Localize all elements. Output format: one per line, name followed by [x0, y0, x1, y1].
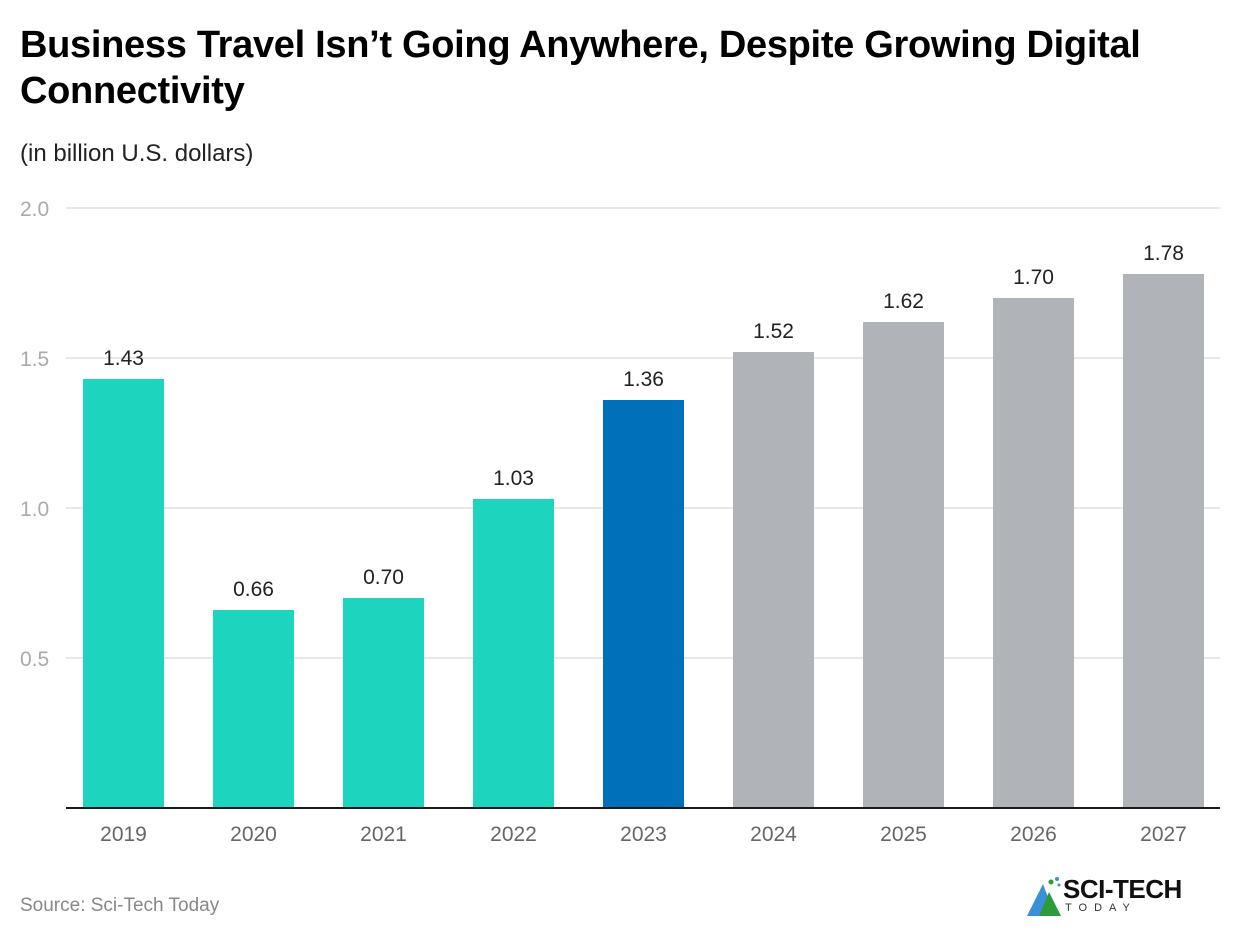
chart-subtitle: (in billion U.S. dollars): [20, 140, 254, 167]
logo-mark-icon: [1027, 877, 1061, 916]
data-label: 1.78: [1143, 242, 1184, 265]
data-label: 1.52: [753, 320, 794, 343]
data-label: 1.36: [623, 368, 664, 391]
x-tick-label: 2022: [490, 823, 537, 846]
x-tick-label: 2020: [230, 823, 277, 846]
y-tick-label: 2.0: [20, 198, 49, 221]
x-tick-label: 2019: [100, 823, 147, 846]
bar-2024: [733, 352, 814, 808]
logo-name: SCI-TECH: [1063, 874, 1182, 904]
logo-subtext: TODAY: [1065, 902, 1137, 914]
source-note: Source: Sci-Tech Today: [20, 895, 220, 916]
bar-2027: [1123, 274, 1204, 808]
bar-2022: [473, 499, 554, 808]
x-tick-label: 2025: [880, 823, 927, 846]
y-tick-label: 1.0: [20, 498, 49, 521]
data-label: 1.43: [103, 347, 144, 370]
bar-2023: [603, 400, 684, 808]
x-tick-label: 2021: [360, 823, 407, 846]
x-tick-label: 2024: [750, 823, 797, 846]
bar-2019: [83, 379, 164, 808]
data-label: 1.03: [493, 467, 534, 490]
chart-title: Business Travel Isn’t Going Anywhere, De…: [20, 24, 1141, 112]
bar-2025: [863, 322, 944, 808]
y-tick-label: 0.5: [20, 648, 49, 671]
data-label: 0.70: [363, 566, 404, 589]
x-tick-label: 2023: [620, 823, 667, 846]
sci-tech-today-logo: SCI-TECH TODAY: [1025, 872, 1225, 922]
data-label: 0.66: [233, 578, 274, 601]
x-tick-label: 2026: [1010, 823, 1057, 846]
bar-2020: [213, 610, 294, 808]
bar-2026: [993, 298, 1074, 808]
data-label: 1.70: [1013, 266, 1054, 289]
y-tick-label: 1.5: [20, 348, 49, 371]
x-tick-label: 2027: [1140, 823, 1187, 846]
bar-2021: [343, 598, 424, 808]
data-label: 1.62: [883, 290, 924, 313]
